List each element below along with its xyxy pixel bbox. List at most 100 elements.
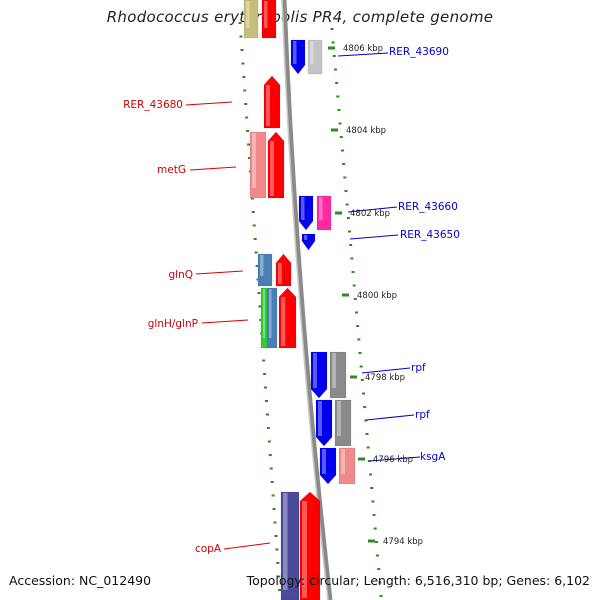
outer-ring-dot xyxy=(359,365,363,368)
position-tick-mark xyxy=(335,211,342,215)
gene-features xyxy=(243,0,356,600)
position-tick-label: 4796 kbp xyxy=(373,455,413,465)
outer-ring-dot xyxy=(335,82,339,84)
gene-label-right: ksgA xyxy=(420,451,446,463)
inner-ring-dot xyxy=(273,521,277,524)
outer-ring-dot xyxy=(351,271,355,273)
inner-ring-dot xyxy=(238,22,242,24)
outer-ring-dot xyxy=(332,55,336,57)
outer-ring-dot xyxy=(367,460,371,462)
outer-ring-dot xyxy=(371,500,375,503)
position-tick-label: 4800 kbp xyxy=(357,291,397,301)
cog-block-olive xyxy=(243,0,259,39)
cds-forward-sheen xyxy=(264,1,268,28)
cds-reverse-rer-43660-sheen xyxy=(301,197,305,220)
cog-block-steelblue-sheen xyxy=(269,289,272,338)
outer-ring-dot xyxy=(372,514,376,516)
outer-ring-dot xyxy=(374,541,378,543)
gene-label-right: rpf xyxy=(411,362,426,374)
position-tick-label: 4806 kbp xyxy=(343,44,383,54)
outer-ring-dot xyxy=(376,554,380,557)
outer-tick-dots xyxy=(330,28,383,597)
inner-ring-dot xyxy=(262,359,266,362)
position-tick-mark xyxy=(328,46,335,50)
inner-ring-dot xyxy=(258,305,262,308)
cds-reverse-rpf xyxy=(310,351,328,399)
inner-ring-dot xyxy=(244,103,248,105)
label-connector-left xyxy=(189,166,237,171)
outer-ring-dot xyxy=(352,284,356,287)
label-connector-right xyxy=(349,234,399,240)
label-connector-right xyxy=(337,52,389,57)
genome-backbone xyxy=(281,0,333,600)
cog-block-gray-sheen xyxy=(332,353,336,388)
inner-ring-dot xyxy=(267,440,271,443)
outer-ring-dot xyxy=(377,568,381,570)
inner-ring-dot xyxy=(274,535,278,537)
map-title: Rhodococcus erythropolis PR4, complete g… xyxy=(106,8,494,26)
cog-block-green-sheen xyxy=(263,289,265,338)
cds-reverse-rpf-sheen xyxy=(318,401,322,436)
position-tick-label: 4794 kbp xyxy=(383,537,423,547)
outer-ring-dot xyxy=(342,163,346,165)
position-tick-label: 4798 kbp xyxy=(365,373,405,383)
outer-ring-dot xyxy=(364,419,368,422)
position-tick-mark xyxy=(342,293,349,297)
label-connector-left xyxy=(223,542,271,550)
cog-block-gray-sheen xyxy=(337,401,341,436)
cog-block-gray xyxy=(329,351,347,399)
cds-forward-metg xyxy=(267,131,285,199)
cds-reverse-rer-43660 xyxy=(298,195,314,231)
cog-block-pink xyxy=(249,131,267,199)
inner-ring-dot xyxy=(241,62,245,65)
inner-ring-dot xyxy=(250,197,254,200)
cds-reverse-rer-43650-sheen xyxy=(304,235,308,240)
outer-ring-dot xyxy=(331,41,335,44)
inner-ring-dot xyxy=(265,400,268,402)
inner-ring-dot xyxy=(275,548,279,551)
outer-ring-dot xyxy=(330,28,334,30)
label-connector-left xyxy=(201,319,249,324)
gene-label-left: glnQ xyxy=(168,269,193,281)
label-connector-right xyxy=(369,456,421,462)
outer-ring-dot xyxy=(349,244,353,246)
inner-ring-dot xyxy=(278,589,282,591)
outer-ring-dot xyxy=(339,136,343,138)
position-tick-label: 4804 kbp xyxy=(346,126,386,136)
cds-reverse-rer-43650 xyxy=(301,233,316,251)
inner-ring-dot xyxy=(264,386,268,389)
inner-ring-dot xyxy=(243,89,247,92)
cds-forward xyxy=(261,0,277,39)
inner-ring-dot xyxy=(268,454,272,456)
gene-label-left: metG xyxy=(157,164,186,176)
inner-ring-dot xyxy=(270,481,274,483)
cds-forward-glnh-glnp-sheen xyxy=(281,297,286,346)
label-connector-right xyxy=(365,414,415,421)
outer-ring-dot xyxy=(333,68,337,71)
position-ticks: 4806 kbp 4804 kbp 4802 kbp 4800 kbp 4798 kbp… xyxy=(328,44,423,547)
outer-ring-dot xyxy=(365,433,369,435)
inner-ring-dot xyxy=(266,427,270,429)
gene-label-left: copA xyxy=(195,543,222,555)
inner-ring-dot xyxy=(277,575,281,578)
cog-block-pink-sheen xyxy=(252,133,256,188)
outer-ring-dot xyxy=(366,446,370,449)
inner-ring-dot xyxy=(259,319,263,321)
position-tick-mark xyxy=(358,457,365,461)
gene-label-left: glnH/glnP xyxy=(148,318,198,330)
cds-forward-rer-43680-sheen xyxy=(266,85,270,126)
cds-forward-glnq-sheen xyxy=(278,263,282,284)
cds-reverse-ksga-sheen xyxy=(322,449,326,474)
inner-ring-dot xyxy=(245,116,249,119)
position-tick-mark xyxy=(368,539,375,543)
inner-ring-dot xyxy=(257,292,261,294)
inner-ring-dot xyxy=(239,35,243,38)
inner-ring-dot xyxy=(271,494,275,497)
position-tick-label: 4802 kbp xyxy=(350,209,390,219)
inner-ring-dot xyxy=(272,508,276,510)
inner-tick-dots xyxy=(238,22,282,591)
inner-ring-dot xyxy=(247,157,251,159)
cds-reverse-ksga xyxy=(319,447,337,485)
